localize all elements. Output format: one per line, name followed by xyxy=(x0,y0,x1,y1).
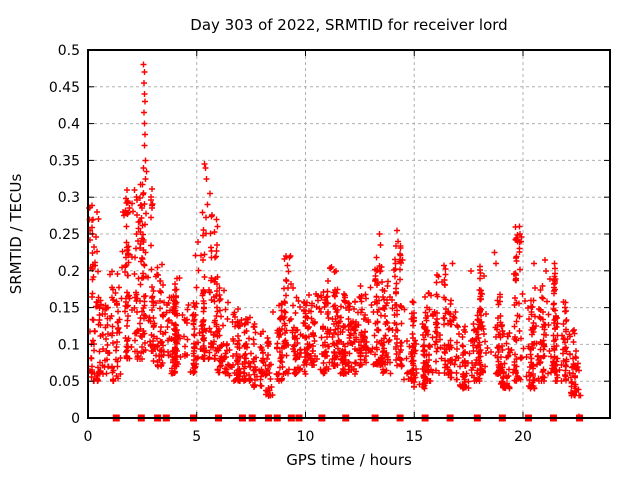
chart-title: Day 303 of 2022, SRMTID for receiver lor… xyxy=(190,16,508,34)
tick-labels: 0 5 10 15 20 0 0.05 0.1 0.15 0.2 0.25 0.3 0.35 0.4 0.4… xyxy=(49,43,532,445)
x-tick-label: 10 xyxy=(297,429,315,445)
x-axis-label: GPS time / hours xyxy=(286,451,412,469)
y-tick-label: 0.45 xyxy=(49,80,80,96)
y-tick-label: 0 xyxy=(71,411,80,427)
x-tick-label: 15 xyxy=(405,429,423,445)
y-tick-label: 0.3 xyxy=(58,190,80,206)
y-tick-label: 0.2 xyxy=(58,264,80,280)
plot-border xyxy=(87,49,611,419)
scatter-points xyxy=(86,61,584,420)
y-tick-label: 0.1 xyxy=(58,337,80,353)
y-tick-label: 0.05 xyxy=(49,374,80,390)
y-tick-label: 0.15 xyxy=(49,301,80,317)
x-tick-label: 0 xyxy=(84,429,93,445)
y-tick-label: 0.25 xyxy=(49,227,80,243)
x-tick-label: 5 xyxy=(192,429,201,445)
y-tick-label: 0.35 xyxy=(49,153,80,169)
y-tick-label: 0.5 xyxy=(58,43,80,59)
y-axis-label: SRMTID / TECUs xyxy=(7,173,25,295)
y-tick-label: 0.4 xyxy=(58,117,80,133)
x-tick-label: 20 xyxy=(514,429,532,445)
